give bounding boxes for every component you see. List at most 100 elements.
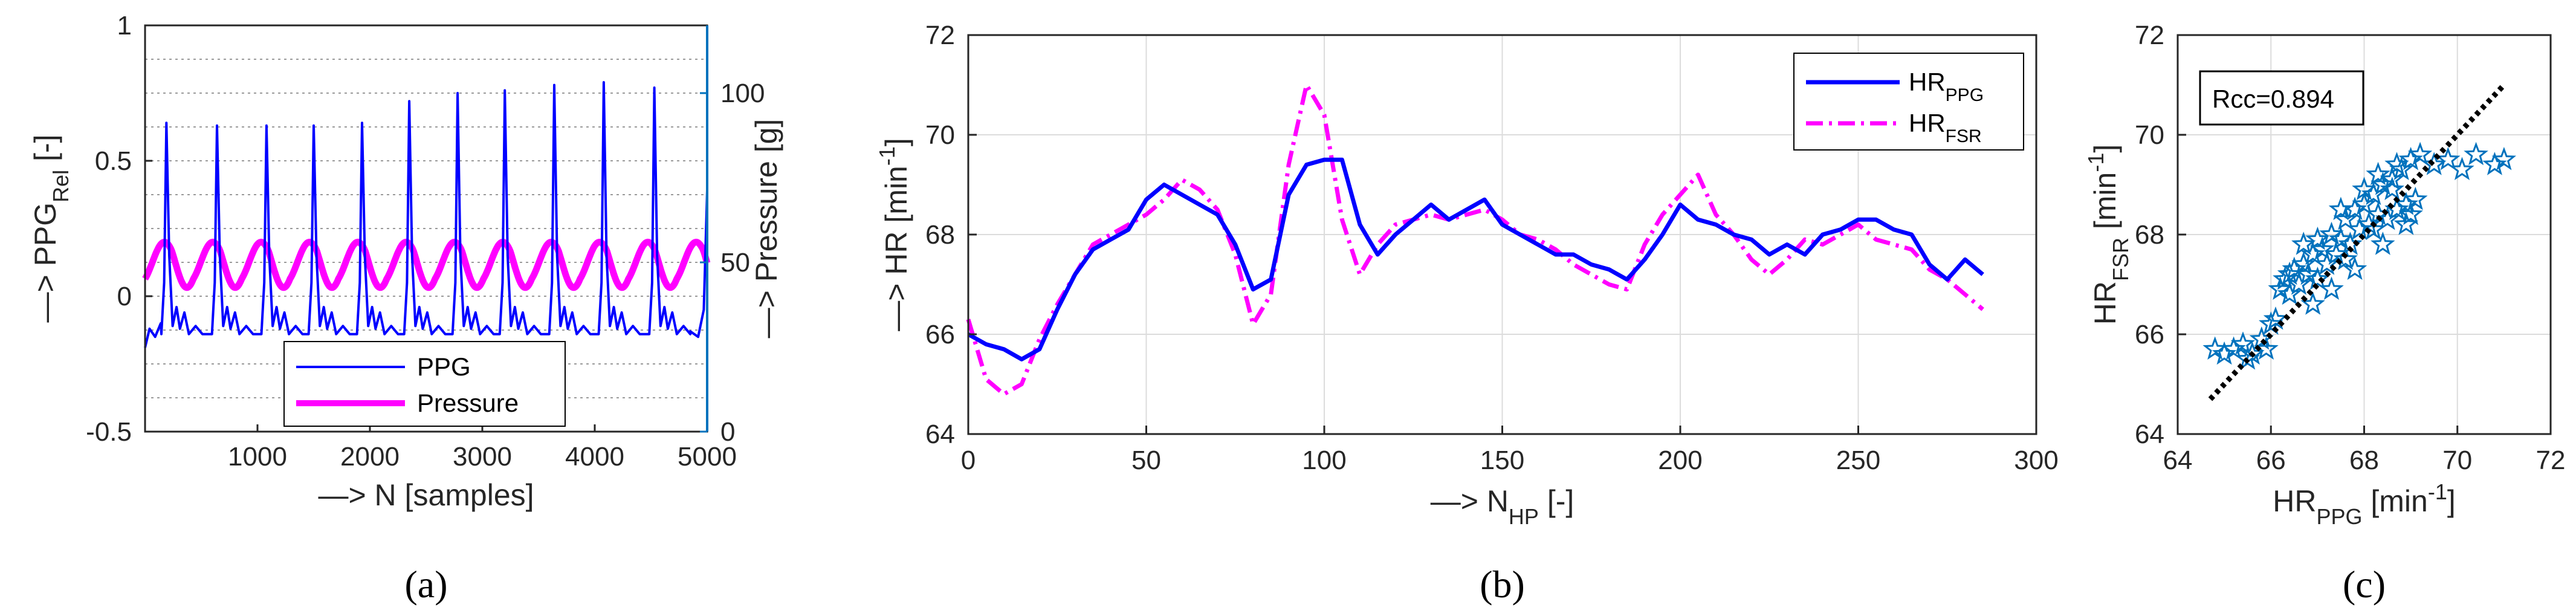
chart-c-point xyxy=(2352,177,2377,200)
panel-label-a: (a) xyxy=(404,563,447,606)
chart-b-y-tick-label: 64 xyxy=(925,420,955,449)
chart-c-x-tick-label: 64 xyxy=(2163,446,2193,475)
chart-c-point xyxy=(2212,341,2237,365)
chart-c-point xyxy=(2305,267,2330,290)
chart-a-right-tick-label: 50 xyxy=(720,248,750,277)
chart-b-y-tick-label: 66 xyxy=(925,320,955,349)
chart-b-series-ppg xyxy=(967,157,1984,361)
chart-b-y-ticks: 64 66 68 70 72 xyxy=(925,21,977,449)
chart-c-x-tick-label: 66 xyxy=(2256,446,2286,475)
chart-c-point xyxy=(2482,152,2507,175)
chart-c-point xyxy=(2464,141,2488,166)
chart-c-annotation-box xyxy=(2199,70,2364,126)
chart-b-x-tick-label: 100 xyxy=(1302,446,1346,475)
chart-a-y-axis-label: —> PPGRel [-] xyxy=(28,134,73,322)
chart-a-x-tick-label: 4000 xyxy=(565,442,624,472)
chart-c-point xyxy=(2333,246,2358,270)
chart-a-legend: PPG Pressure xyxy=(283,341,566,427)
chart-c-point xyxy=(2450,157,2474,180)
chart-a-legend-pressure-label: Pressure xyxy=(417,389,519,417)
chart-b-y-tick-label: 70 xyxy=(925,120,955,150)
chart-c-point xyxy=(2328,196,2354,220)
chart-c-point xyxy=(2403,186,2428,210)
chart-c-point xyxy=(2389,157,2414,180)
chart-b-series xyxy=(966,83,1984,397)
chart-c-point xyxy=(2324,241,2349,265)
chart-c-annotation: Rcc=0.894 xyxy=(2199,70,2364,126)
chart-c-point xyxy=(2380,177,2404,200)
chart-c-point xyxy=(2263,306,2288,330)
chart-a-y-ticks-right: 0 50 100 xyxy=(700,25,765,447)
chart-c-y-tick-label: 68 xyxy=(2135,220,2164,250)
chart-a-x-tick-label: 2000 xyxy=(340,442,400,472)
chart-b-x-tick-label: 0 xyxy=(961,446,976,475)
panel-label-c: (c) xyxy=(2343,563,2386,606)
chart-c-point xyxy=(2305,226,2330,250)
chart-c-y-tick-label: 72 xyxy=(2135,21,2164,50)
chart-b-legend: HRPPG HRFSR xyxy=(1793,53,2024,151)
chart-c-point xyxy=(2273,267,2297,290)
chart-b-legend-box xyxy=(1793,53,2024,151)
chart-a-ppg-series xyxy=(144,81,708,348)
chart-c-point xyxy=(2398,147,2423,170)
chart-a: 1000 2000 3000 4000 5000 -0.5 0 0.5 1 0 50 100 —>… xyxy=(28,11,783,512)
chart-c-point xyxy=(2491,147,2517,170)
chart-b-x-ticks: 0 50 100 150 200 250 300 xyxy=(961,426,2059,475)
chart-c-y-tick-label: 66 xyxy=(2135,320,2164,349)
chart-a-right-axis-label: —> Pressure [g] xyxy=(749,119,783,339)
chart-c-point xyxy=(2361,216,2386,240)
chart-c-point xyxy=(2328,226,2354,250)
chart-a-legend-ppg-label: PPG xyxy=(417,352,471,381)
chart-c-y-tick-label: 64 xyxy=(2135,420,2164,449)
chart-a-y-tick-label: 0 xyxy=(117,282,132,311)
chart-c-point xyxy=(2277,261,2302,285)
chart-c-point xyxy=(2291,232,2316,255)
chart-c-y-tick-label: 70 xyxy=(2135,120,2164,150)
chart-b-x-axis-label: —> NHP [-] xyxy=(1431,484,1574,529)
chart-b: 0 50 100 150 200 250 300 64 66 68 70 72 —> NHP [-]… xyxy=(875,21,2059,529)
chart-a-right-tick-label: 0 xyxy=(720,417,735,447)
chart-c-point xyxy=(2436,147,2461,170)
chart-c-point xyxy=(2259,311,2283,335)
chart-b-x-tick-label: 150 xyxy=(1480,446,1524,475)
chart-a-x-tick-label: 1000 xyxy=(228,442,287,472)
chart-c-point xyxy=(2319,276,2344,300)
chart-b-legend-hr-ppg-label: HRPPG xyxy=(1909,68,1984,105)
chart-b-legend-hr-fsr-label: HRFSR xyxy=(1909,109,1982,146)
chart-b-y-axis-label: —> HR [min-1] xyxy=(875,138,914,331)
chart-c: 64 66 68 70 72 64 66 68 70 72 Rcc=0.894 HRPPG [m… xyxy=(2083,21,2566,529)
chart-c-point xyxy=(2319,221,2344,245)
chart-c-x-ticks: 64 66 68 70 72 xyxy=(2163,426,2566,475)
chart-c-point xyxy=(2221,336,2246,360)
chart-c-point xyxy=(2235,346,2260,370)
chart-a-y-tick-label: 0.5 xyxy=(95,146,132,176)
chart-b-x-tick-label: 200 xyxy=(1658,446,1702,475)
chart-c-x-tick-label: 72 xyxy=(2536,446,2566,475)
chart-b-x-tick-label: 250 xyxy=(1836,446,1880,475)
chart-c-y-axis-label: HRFSR [min-1] xyxy=(2083,144,2133,325)
chart-a-pressure-series xyxy=(142,238,711,291)
chart-c-point xyxy=(2407,141,2433,166)
chart-c-y-ticks: 64 66 68 70 72 xyxy=(2135,21,2186,449)
chart-a-ppg-line xyxy=(144,81,708,348)
chart-a-y-tick-label: 1 xyxy=(117,11,132,41)
chart-c-point xyxy=(2398,201,2423,225)
chart-a-legend-box xyxy=(283,341,566,427)
chart-c-point xyxy=(2254,336,2279,360)
chart-a-x-axis-label: —> N [samples] xyxy=(318,478,534,512)
chart-c-point xyxy=(2300,291,2325,315)
chart-a-x-tick-label: 3000 xyxy=(453,442,512,472)
chart-b-y-tick-label: 72 xyxy=(925,21,955,50)
chart-c-x-tick-label: 70 xyxy=(2442,446,2472,475)
chart-c-point xyxy=(2230,331,2256,355)
chart-a-y-ticks-left: -0.5 0 0.5 1 xyxy=(86,11,152,447)
chart-c-scatter-points xyxy=(2202,141,2517,370)
chart-b-x-tick-label: 300 xyxy=(2014,446,2058,475)
chart-c-point xyxy=(2384,152,2409,175)
chart-a-y-tick-label: -0.5 xyxy=(86,417,132,447)
chart-c-point xyxy=(2371,232,2395,255)
chart-c-x-tick-label: 68 xyxy=(2349,446,2379,475)
chart-b-y-tick-label: 68 xyxy=(925,220,955,250)
chart-a-x-tick-label: 5000 xyxy=(678,442,737,472)
